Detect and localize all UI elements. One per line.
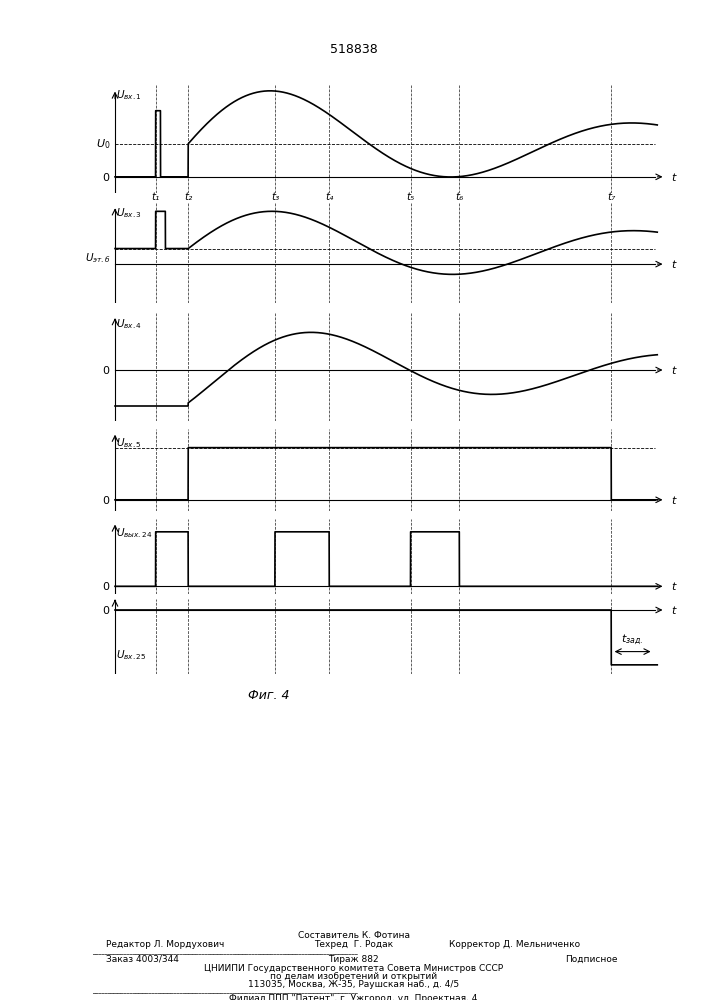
Text: ────────────────────────────────────────────────────────────────────────────────: ────────────────────────────────────────… [92, 951, 358, 956]
Text: $t$: $t$ [671, 171, 677, 183]
Text: $t$: $t$ [671, 494, 677, 506]
Text: $0$: $0$ [103, 364, 111, 376]
Text: $U_0$: $U_0$ [96, 137, 111, 151]
Text: $U_{вх.25}$: $U_{вх.25}$ [116, 649, 146, 662]
Text: t₄: t₄ [325, 192, 333, 202]
Text: Фиг. 4: Фиг. 4 [248, 689, 289, 702]
Text: 113035, Москва, Ж-35, Раушская наб., д. 4/5: 113035, Москва, Ж-35, Раушская наб., д. … [248, 980, 459, 989]
Text: по делам изобретений и открытий: по делам изобретений и открытий [270, 972, 437, 981]
Text: Корректор Д. Мельниченко: Корректор Д. Мельниченко [449, 940, 580, 949]
Text: Техред  Г. Родак: Техред Г. Родак [314, 940, 393, 949]
Text: t₅: t₅ [407, 192, 415, 202]
Text: $U_{вх.5}$: $U_{вх.5}$ [116, 436, 142, 450]
Text: $t$: $t$ [671, 580, 677, 592]
Text: t₇: t₇ [607, 192, 615, 202]
Text: $0$: $0$ [103, 580, 111, 592]
Text: t₁: t₁ [151, 192, 160, 202]
Text: $t$: $t$ [671, 364, 677, 376]
Text: $0$: $0$ [103, 604, 111, 616]
Text: 518838: 518838 [329, 43, 378, 56]
Text: Подписное: Подписное [566, 955, 618, 964]
Text: Составитель К. Фотина: Составитель К. Фотина [298, 931, 409, 940]
Text: $U_{вх.4}$: $U_{вх.4}$ [116, 317, 142, 331]
Text: Филиал ППП "Патент", г. Ужгород, ул. Проектная, 4: Филиал ППП "Патент", г. Ужгород, ул. Про… [229, 994, 478, 1000]
Text: $U_{вх.3}$: $U_{вх.3}$ [116, 206, 142, 220]
Text: $U_{эт.б}$: $U_{эт.б}$ [85, 251, 111, 265]
Text: $0$: $0$ [103, 494, 111, 506]
Text: $0$: $0$ [103, 171, 111, 183]
Text: t₃: t₃ [271, 192, 279, 202]
Text: Заказ 4003/344: Заказ 4003/344 [106, 955, 179, 964]
Text: Редактор Л. Мордухович: Редактор Л. Мордухович [106, 940, 224, 949]
Text: $U_{вх.1}$: $U_{вх.1}$ [116, 89, 142, 102]
Text: ────────────────────────────────────────────────────────────────────────────────: ────────────────────────────────────────… [92, 990, 358, 995]
Text: ЦНИИПИ Государственного комитета Совета Министров СССР: ЦНИИПИ Государственного комитета Совета … [204, 964, 503, 973]
Text: t₂: t₂ [184, 192, 192, 202]
Text: Тираж 882: Тираж 882 [328, 955, 379, 964]
Text: $t$: $t$ [671, 258, 677, 270]
Text: $t_{зад.}$: $t_{зад.}$ [621, 632, 643, 647]
Text: $t$: $t$ [671, 604, 677, 616]
Text: t₆: t₆ [455, 192, 464, 202]
Text: $U_{вых.24}$: $U_{вых.24}$ [116, 526, 153, 540]
